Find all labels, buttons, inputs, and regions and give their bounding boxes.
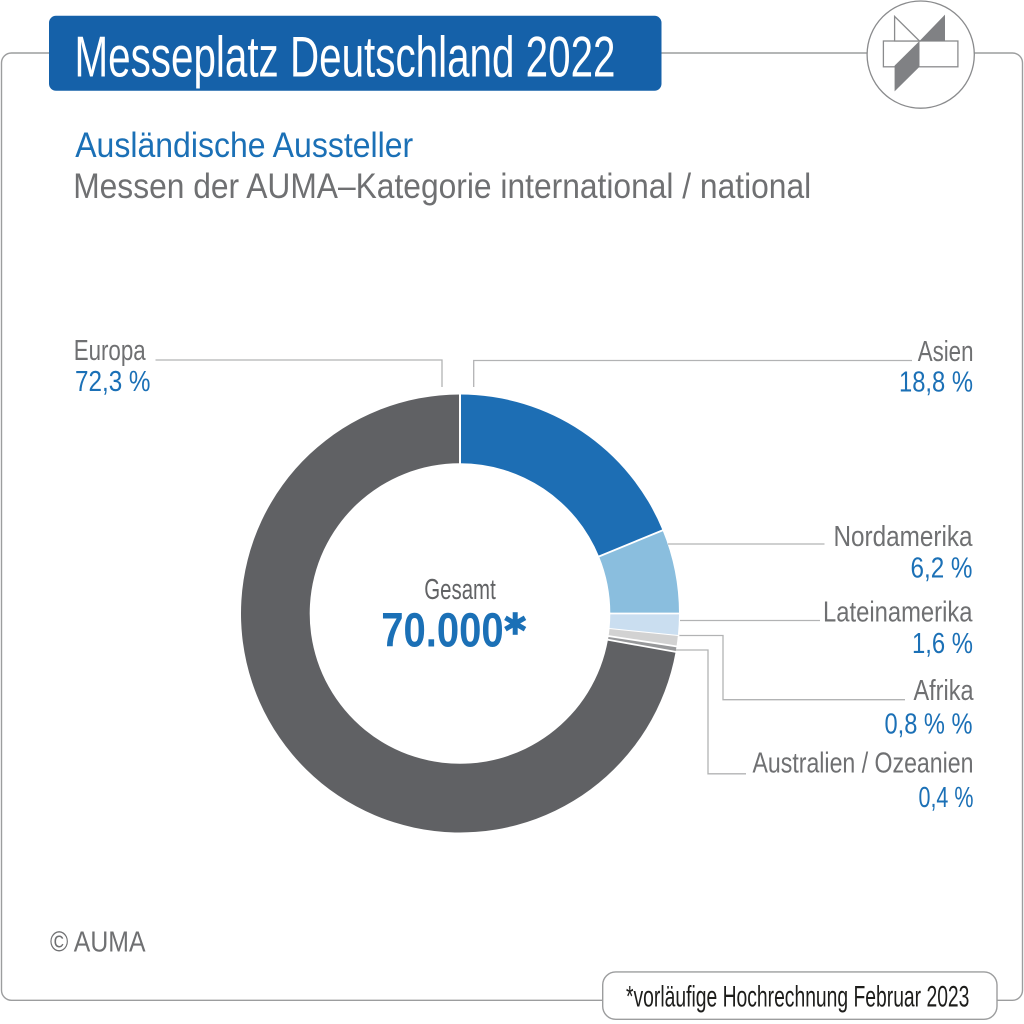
svg-text:0,8 % %: 0,8 % % xyxy=(885,709,973,741)
svg-text:70.000: 70.000 xyxy=(381,605,504,658)
svg-text:*vorläufige Hochrechnung Febru: *vorläufige Hochrechnung Februar 2023 xyxy=(626,981,969,1014)
svg-text:Afrika: Afrika xyxy=(914,675,975,707)
svg-text:Ausländische Aussteller: Ausländische Aussteller xyxy=(75,125,413,165)
svg-text:Europa: Europa xyxy=(74,335,147,367)
svg-text:18,8 %: 18,8 % xyxy=(899,367,973,399)
svg-text:Nordamerika: Nordamerika xyxy=(834,521,974,553)
svg-text:© AUMA: © AUMA xyxy=(50,927,146,959)
svg-text:Asien: Asien xyxy=(918,336,974,368)
svg-text:Gesamt: Gesamt xyxy=(424,574,496,606)
svg-text:Messeplatz Deutschland 2022: Messeplatz Deutschland 2022 xyxy=(75,26,616,90)
svg-text:Australien / Ozeanien: Australien / Ozeanien xyxy=(753,748,974,780)
svg-text:6,2 %: 6,2 % xyxy=(911,553,973,585)
svg-text:0,4 %: 0,4 % xyxy=(919,782,974,814)
svg-text:Messen der AUMA–Kategorie inte: Messen der AUMA–Kategorie international … xyxy=(73,166,811,206)
svg-text:72,3 %: 72,3 % xyxy=(75,366,151,398)
svg-text:Lateinamerika: Lateinamerika xyxy=(823,597,973,629)
svg-text:1,6 %: 1,6 % xyxy=(912,628,973,660)
